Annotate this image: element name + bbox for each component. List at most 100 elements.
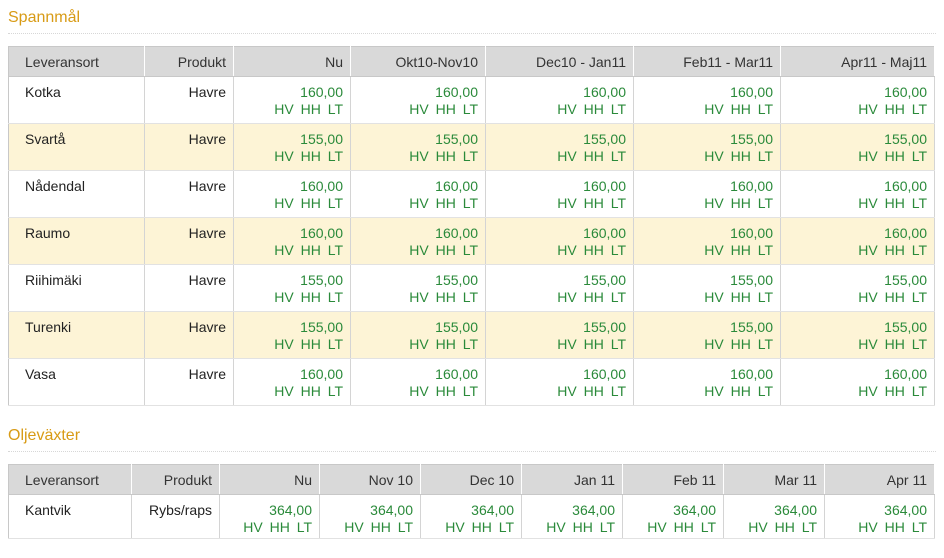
price-value: 364,00 <box>269 502 312 518</box>
price-codes: HV HH LT <box>557 336 626 352</box>
price-cell: 155,00 HV HH LT <box>350 311 486 359</box>
product: Havre <box>144 123 234 171</box>
column-header: Mar 11 <box>723 464 825 495</box>
column-header: Apr 11 <box>824 464 935 495</box>
table-row: Svartå Havre 155,00 HV HH LT 155,00 HV HH LT 1… <box>8 123 935 171</box>
table-row: Turenki Havre 155,00 HV HH LT 155,00 HV HH LT… <box>8 311 935 359</box>
delivery-place: Svartå <box>8 123 145 171</box>
price-cell: 155,00 HV HH LT <box>233 311 351 359</box>
price-value: 160,00 <box>300 84 343 100</box>
column-header: Dec10 - Jan11 <box>485 46 634 77</box>
price-codes: HV HH LT <box>557 289 626 305</box>
price-codes: HV HH LT <box>546 519 615 535</box>
table-row: Riihimäki Havre 155,00 HV HH LT 155,00 HV HH … <box>8 264 935 312</box>
price-cell: 364,00 HV HH LT <box>824 494 935 539</box>
column-header: Okt10-Nov10 <box>350 46 486 77</box>
column-header: Produkt <box>131 464 220 495</box>
price-cell: 155,00 HV HH LT <box>485 264 634 312</box>
section-title-oljevaxter: Oljeväxter <box>8 406 936 452</box>
price-cell: 160,00 HV HH LT <box>233 358 351 406</box>
table-row: Kotka Havre 160,00 HV HH LT 160,00 HV HH LT 16… <box>8 76 935 124</box>
price-cell: 155,00 HV HH LT <box>350 123 486 171</box>
price-codes: HV HH LT <box>557 195 626 211</box>
price-value: 155,00 <box>435 319 478 335</box>
price-codes: HV HH LT <box>274 148 343 164</box>
price-cell: 155,00 HV HH LT <box>233 123 351 171</box>
price-value: 364,00 <box>572 502 615 518</box>
price-cell: 364,00 HV HH LT <box>319 494 421 539</box>
price-value: 160,00 <box>300 225 343 241</box>
delivery-place: Nådendal <box>8 170 145 218</box>
column-header: Jan 11 <box>521 464 623 495</box>
price-codes: HV HH LT <box>243 519 312 535</box>
price-codes: HV HH LT <box>704 101 773 117</box>
product: Havre <box>144 170 234 218</box>
price-cell: 160,00 HV HH LT <box>233 76 351 124</box>
price-cell: 160,00 HV HH LT <box>633 358 781 406</box>
price-value: 364,00 <box>884 502 927 518</box>
price-cell: 155,00 HV HH LT <box>780 264 935 312</box>
price-codes: HV HH LT <box>557 101 626 117</box>
price-cell: 160,00 HV HH LT <box>780 358 935 406</box>
price-codes: HV HH LT <box>409 195 478 211</box>
price-codes: HV HH LT <box>557 148 626 164</box>
product: Rybs/raps <box>131 494 220 539</box>
price-codes: HV HH LT <box>704 242 773 258</box>
table-header-row: Leveransort Produkt Nu Nov 10 Dec 10 Jan 11 Fe… <box>8 464 935 495</box>
price-value: 160,00 <box>730 366 773 382</box>
price-value: 160,00 <box>884 366 927 382</box>
product: Havre <box>144 358 234 406</box>
price-value: 160,00 <box>435 178 478 194</box>
price-codes: HV HH LT <box>409 101 478 117</box>
price-cell: 160,00 HV HH LT <box>485 358 634 406</box>
price-value: 155,00 <box>884 272 927 288</box>
price-value: 364,00 <box>673 502 716 518</box>
column-header: Dec 10 <box>420 464 522 495</box>
price-value: 160,00 <box>300 178 343 194</box>
price-value: 160,00 <box>884 84 927 100</box>
price-codes: HV HH LT <box>274 383 343 399</box>
price-codes: HV HH LT <box>274 336 343 352</box>
price-value: 160,00 <box>435 225 478 241</box>
price-codes: HV HH LT <box>748 519 817 535</box>
price-cell: 160,00 HV HH LT <box>233 170 351 218</box>
price-cell: 160,00 HV HH LT <box>485 76 634 124</box>
price-codes: HV HH LT <box>858 519 927 535</box>
price-codes: HV HH LT <box>409 383 478 399</box>
product: Havre <box>144 76 234 124</box>
price-cell: 160,00 HV HH LT <box>780 217 935 265</box>
price-value: 160,00 <box>435 366 478 382</box>
column-header: Feb11 - Mar11 <box>633 46 781 77</box>
price-cell: 155,00 HV HH LT <box>780 311 935 359</box>
price-codes: HV HH LT <box>344 519 413 535</box>
price-cell: 160,00 HV HH LT <box>233 217 351 265</box>
price-cell: 160,00 HV HH LT <box>350 170 486 218</box>
price-codes: HV HH LT <box>858 336 927 352</box>
oljevaxter-table: Leveransort Produkt Nu Nov 10 Dec 10 Jan 11 Fe… <box>8 464 935 539</box>
price-value: 155,00 <box>300 131 343 147</box>
price-value: 160,00 <box>730 225 773 241</box>
price-value: 364,00 <box>774 502 817 518</box>
price-codes: HV HH LT <box>647 519 716 535</box>
price-cell: 364,00 HV HH LT <box>723 494 825 539</box>
price-value: 155,00 <box>435 272 478 288</box>
price-codes: HV HH LT <box>445 519 514 535</box>
delivery-place: Kantvik <box>8 494 132 539</box>
price-cell: 160,00 HV HH LT <box>485 217 634 265</box>
price-value: 160,00 <box>583 178 626 194</box>
price-cell: 160,00 HV HH LT <box>350 358 486 406</box>
price-value: 155,00 <box>583 131 626 147</box>
price-value: 155,00 <box>730 272 773 288</box>
price-value: 155,00 <box>730 319 773 335</box>
price-value: 155,00 <box>583 319 626 335</box>
price-cell: 160,00 HV HH LT <box>485 170 634 218</box>
product: Havre <box>144 217 234 265</box>
price-codes: HV HH LT <box>858 383 927 399</box>
delivery-place: Riihimäki <box>8 264 145 312</box>
delivery-place: Raumo <box>8 217 145 265</box>
table-row: Raumo Havre 160,00 HV HH LT 160,00 HV HH LT 16… <box>8 217 935 265</box>
column-header: Leveransort <box>8 46 145 77</box>
price-cell: 155,00 HV HH LT <box>350 264 486 312</box>
price-value: 160,00 <box>300 366 343 382</box>
